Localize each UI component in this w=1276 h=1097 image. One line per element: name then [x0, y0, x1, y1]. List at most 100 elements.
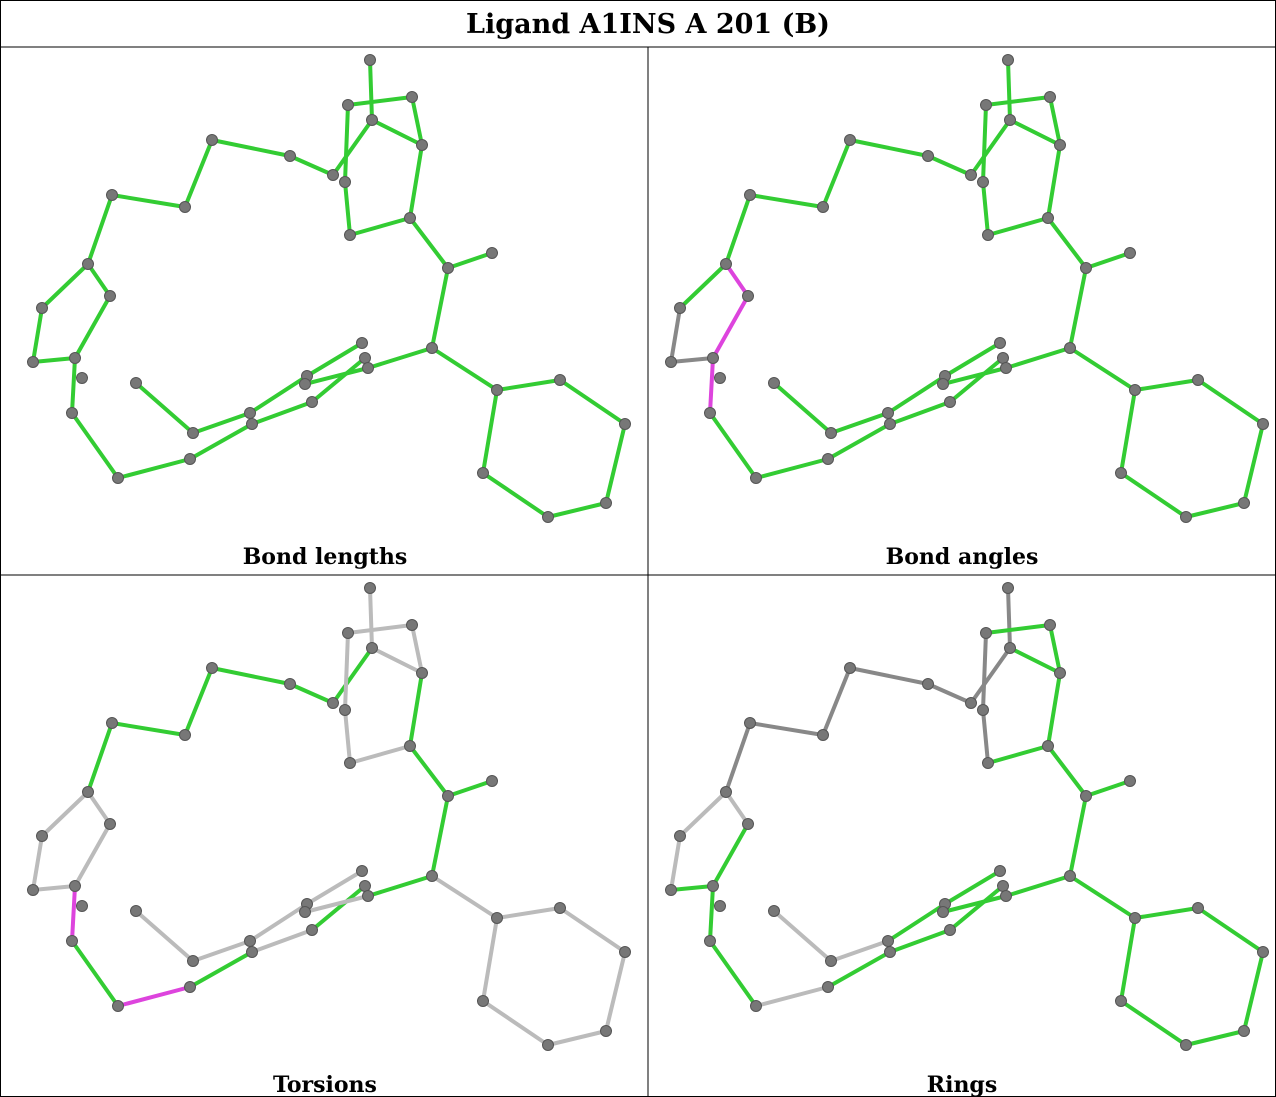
atom — [426, 342, 438, 354]
bond — [941, 366, 1008, 386]
atom — [1064, 870, 1076, 882]
atom — [130, 905, 142, 917]
bond — [1004, 346, 1072, 370]
bond — [708, 356, 715, 415]
bond — [1004, 874, 1072, 898]
atom — [714, 372, 726, 384]
atom — [665, 884, 677, 896]
atom — [477, 467, 489, 479]
bond — [986, 216, 1050, 237]
bond — [408, 744, 450, 798]
bond — [410, 95, 424, 147]
bond — [331, 118, 374, 177]
bond — [724, 193, 752, 266]
atom — [1257, 946, 1269, 958]
atom — [674, 302, 686, 314]
atom — [112, 1000, 124, 1012]
atom — [600, 1025, 612, 1037]
bond — [446, 251, 494, 270]
bond — [1048, 623, 1062, 675]
atom — [1002, 54, 1014, 66]
panel-caption: Torsions — [273, 1072, 377, 1097]
bond — [981, 180, 990, 237]
atom — [246, 946, 258, 958]
atom — [822, 453, 834, 465]
bond — [943, 869, 1002, 906]
atom — [1238, 1025, 1250, 1037]
atom — [299, 906, 311, 918]
atom — [965, 169, 977, 181]
atom — [1180, 1039, 1192, 1051]
bond — [110, 721, 187, 737]
atom — [184, 453, 196, 465]
bond — [303, 894, 370, 914]
atom — [36, 830, 48, 842]
bond — [669, 884, 715, 892]
bond — [70, 939, 120, 1008]
atom — [714, 900, 726, 912]
bond — [188, 950, 254, 989]
atom — [922, 678, 934, 690]
bond — [481, 388, 499, 475]
atom — [491, 384, 503, 396]
atom — [704, 407, 716, 419]
bond — [86, 790, 112, 826]
bond — [948, 884, 1005, 932]
bond — [1184, 501, 1246, 519]
bond — [1046, 216, 1088, 270]
bond — [1184, 1029, 1246, 1047]
bond — [343, 180, 352, 237]
atom — [416, 139, 428, 151]
atom — [944, 396, 956, 408]
atom — [344, 229, 356, 241]
atom — [1257, 418, 1269, 430]
bond — [546, 501, 608, 519]
atom — [406, 91, 418, 103]
bond — [305, 341, 364, 378]
bond — [343, 631, 350, 712]
atom — [486, 775, 498, 787]
atom — [366, 642, 378, 654]
atom — [364, 582, 376, 594]
bond — [1119, 388, 1137, 475]
atom — [1192, 902, 1204, 914]
atom — [244, 407, 256, 419]
bond — [331, 646, 374, 705]
bond — [250, 400, 314, 426]
bond — [1084, 251, 1132, 270]
atom — [306, 924, 318, 936]
atom — [82, 786, 94, 798]
bond — [348, 216, 412, 237]
bond — [604, 950, 627, 1033]
atom — [844, 662, 856, 674]
bond — [1119, 999, 1188, 1047]
bond — [70, 411, 120, 480]
atom — [822, 981, 834, 993]
atom — [1115, 995, 1127, 1007]
bond — [821, 666, 852, 737]
bond — [495, 906, 562, 920]
atom — [965, 697, 977, 709]
bond — [183, 666, 214, 737]
atom — [720, 786, 732, 798]
bond — [678, 790, 728, 838]
bond — [708, 939, 758, 1008]
bond — [366, 874, 434, 898]
bond — [984, 95, 1052, 107]
atom — [362, 890, 374, 902]
bond — [678, 262, 728, 310]
bond — [748, 193, 825, 209]
atom — [356, 865, 368, 877]
bond — [1046, 744, 1088, 798]
atom — [1004, 642, 1016, 654]
bond — [310, 356, 367, 404]
atom — [1000, 890, 1012, 902]
atom — [1064, 342, 1076, 354]
atom — [179, 729, 191, 741]
bond — [408, 216, 450, 270]
bond — [248, 902, 309, 943]
bond — [1068, 266, 1088, 350]
atom — [1180, 511, 1192, 523]
bond — [948, 356, 1005, 404]
bond — [886, 374, 947, 415]
